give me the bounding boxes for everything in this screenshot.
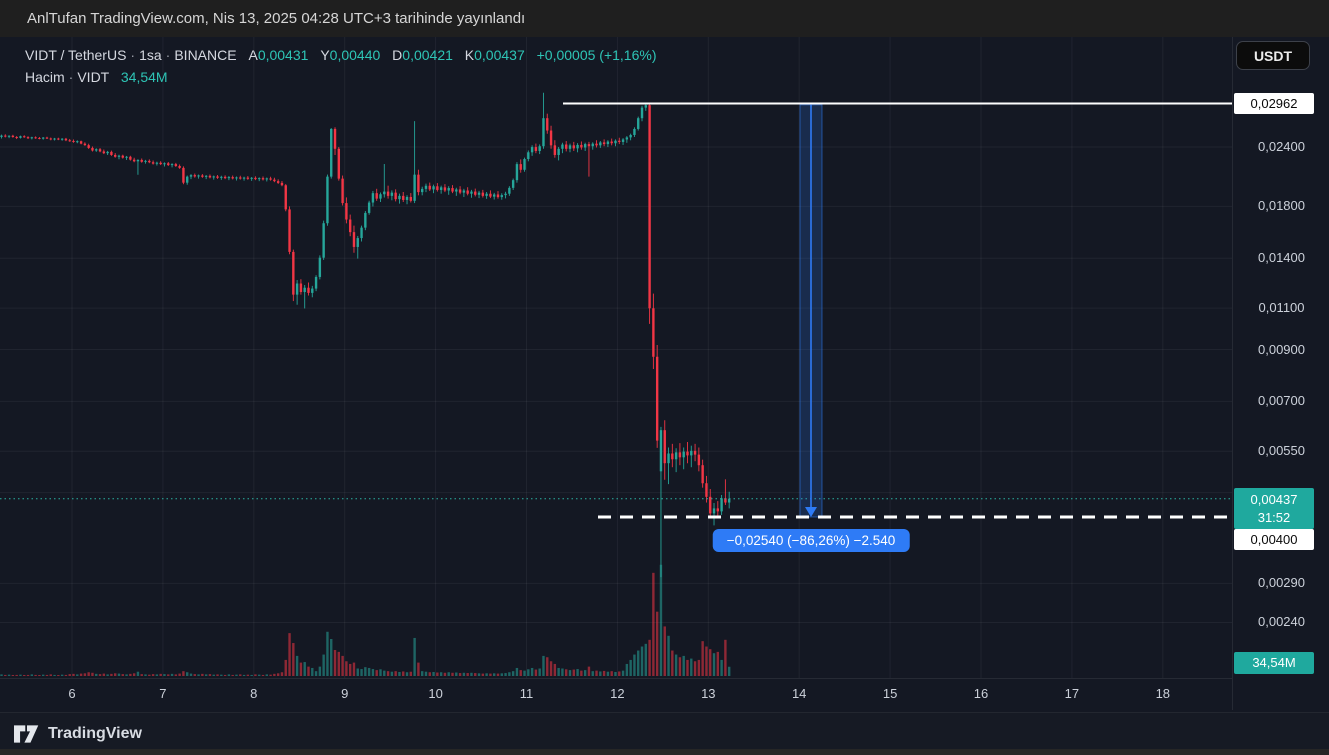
high-line-price-badge: 0,02962 (1234, 92, 1314, 114)
time-tick: 11 (519, 686, 534, 701)
price-tick: 0,00700 (1258, 393, 1305, 409)
interval-label[interactable]: 1sa (139, 47, 162, 63)
price-tick: 0,02400 (1258, 138, 1305, 154)
time-tick: 8 (250, 686, 258, 701)
open-value: 0,00431 (257, 47, 309, 63)
time-tick: 15 (882, 686, 898, 701)
measure-level-badge: 0,00400 (1234, 528, 1314, 550)
bar-countdown: 31:52 (1257, 509, 1291, 525)
low-value: 0,00421 (402, 47, 453, 63)
time-tick: 18 (1155, 686, 1171, 701)
low-letter: D (392, 47, 403, 63)
price-tick: 0,01400 (1258, 250, 1305, 266)
high-letter: Y (320, 47, 330, 63)
symbol-legend[interactable]: VIDT / TetherUS · 1sa · BINANCE A0,00431 Y0,… (25, 45, 657, 88)
measurement-tooltip: −0,02540 (−86,26%) −2.540 (712, 528, 910, 552)
exchange-label[interactable]: BINANCE (174, 47, 237, 63)
close-value: 0,00437 (474, 47, 525, 63)
price-axis[interactable]: 0,02962 0,00437 31:52 0,00400 34,54M 0,0… (1232, 37, 1329, 710)
price-tick: 0,00900 (1258, 341, 1305, 357)
time-tick: 7 (159, 686, 167, 701)
time-tick: 14 (791, 686, 807, 701)
tradingview-brand-text[interactable]: TradingView (48, 725, 142, 742)
measurement-label: −0,02540 (−86,26%) −2.540 (726, 532, 896, 548)
time-tick: 13 (701, 686, 716, 701)
volume-badge-label: 34,54M (1252, 655, 1296, 670)
window-bottom-strip (0, 749, 1329, 755)
publish-bar: AnlTufan TradingView.com, Nis 13, 2025 0… (0, 0, 1329, 37)
separator-dot: · (68, 69, 74, 85)
volume-label[interactable]: Hacim (25, 69, 65, 85)
price-tick: 0,01800 (1258, 198, 1305, 214)
volume-symbol: VIDT (77, 69, 109, 85)
chart-canvas[interactable] (0, 37, 1232, 678)
high-value: 0,00440 (329, 47, 381, 63)
symbol-title[interactable]: VIDT / TetherUS (25, 47, 127, 63)
measure-level-label: 0,00400 (1250, 531, 1298, 547)
volume-value: 34,54M (120, 69, 168, 85)
last-price-label: 0,00437 (1250, 491, 1298, 507)
time-tick: 9 (341, 686, 349, 701)
high-line-price-label: 0,02962 (1250, 95, 1298, 111)
tradingview-logo-icon[interactable] (14, 723, 40, 745)
chart-stage: VIDT / TetherUS · 1sa · BINANCE A0,00431 Y0,… (0, 37, 1329, 710)
publish-text: AnlTufan TradingView.com, Nis 13, 2025 0… (27, 10, 526, 27)
separator-dot: · (165, 47, 171, 63)
separator-dot: · (130, 47, 136, 63)
currency-toggle-button[interactable]: USDT (1236, 41, 1310, 70)
legend-row-main: VIDT / TetherUS · 1sa · BINANCE A0,00431 Y0,… (25, 45, 657, 66)
volume-badge: 34,54M (1234, 652, 1314, 674)
price-tick: 0,00550 (1258, 443, 1305, 459)
currency-toggle-label: USDT (1253, 47, 1293, 64)
time-tick: 12 (610, 686, 625, 701)
price-tick: 0,00240 (1258, 614, 1305, 630)
time-tick: 16 (973, 686, 989, 701)
footer-bar: TradingView (0, 712, 1329, 755)
legend-row-volume: Hacim · VIDT 34,54M (25, 67, 657, 88)
close-letter: K (464, 47, 475, 63)
price-tick: 0,01100 (1258, 300, 1305, 316)
time-tick: 6 (68, 686, 76, 701)
last-price-badge: 0,00437 31:52 (1234, 487, 1314, 529)
price-tick: 0,00290 (1258, 575, 1305, 591)
open-letter: A (248, 47, 258, 63)
time-axis[interactable]: 6 7 8 9 10 11 12 13 14 15 16 17 18 (0, 678, 1232, 710)
change-value: +0,00005 (+1,16%) (536, 47, 657, 63)
time-tick: 10 (428, 686, 443, 701)
time-tick: 17 (1064, 686, 1080, 701)
